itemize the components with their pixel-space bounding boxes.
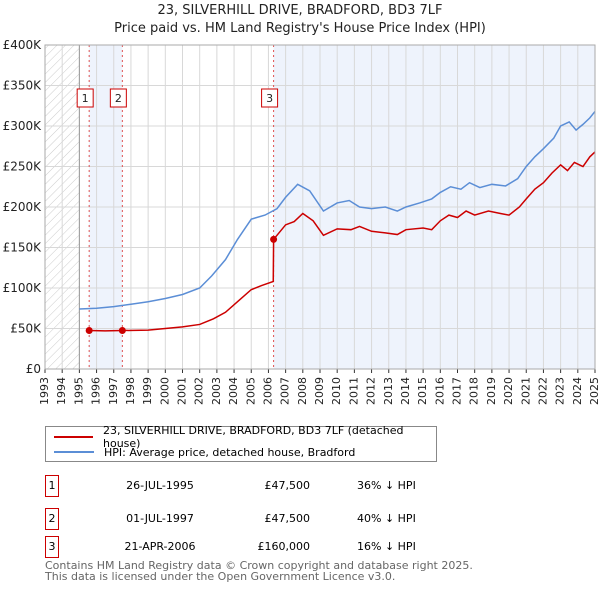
sale-date: 26-JUL-1995 bbox=[126, 479, 194, 492]
x-tick-label: 2017 bbox=[451, 377, 464, 405]
x-tick-label: 1994 bbox=[55, 377, 68, 405]
x-tick-label: 1998 bbox=[124, 377, 137, 405]
x-tick-label: 2007 bbox=[279, 377, 292, 405]
x-tick-label: 2006 bbox=[261, 377, 274, 405]
sale-point bbox=[85, 327, 93, 335]
x-tick-label: 2021 bbox=[519, 377, 532, 405]
chart-title: 23, SILVERHILL DRIVE, BRADFORD, BD3 7LF bbox=[157, 3, 443, 18]
x-tick-label: 1999 bbox=[141, 377, 154, 405]
sale-point bbox=[118, 327, 126, 335]
x-tick-label: 2010 bbox=[330, 377, 343, 405]
sale-marker: 3 bbox=[45, 536, 59, 558]
x-tick-label: 1993 bbox=[38, 377, 51, 405]
y-tick-label: £400K bbox=[3, 38, 43, 52]
sale-price: £160,000 bbox=[257, 540, 311, 553]
y-tick-label: £250K bbox=[3, 160, 43, 174]
x-tick-label: 2024 bbox=[571, 377, 584, 405]
x-tick-label: 2008 bbox=[296, 377, 309, 405]
plot-border bbox=[44, 44, 596, 370]
sale-label-box bbox=[109, 88, 127, 108]
sale-marker: 1 bbox=[45, 475, 59, 497]
x-tick-label: 2025 bbox=[588, 377, 600, 405]
sale-hpi: 16% ↓ HPI bbox=[357, 540, 416, 553]
y-tick-label: £50K bbox=[10, 322, 42, 336]
x-tick-label: 2012 bbox=[365, 377, 378, 405]
red-line-swatch bbox=[54, 436, 93, 438]
y-tick-label: £350K bbox=[3, 79, 43, 93]
x-tick-label: 2016 bbox=[433, 377, 446, 405]
x-tick-label: 2022 bbox=[536, 377, 549, 405]
y-tick-label: £100K bbox=[3, 281, 43, 295]
legend: 23, SILVERHILL DRIVE, BRADFORD, BD3 7LF … bbox=[45, 424, 437, 462]
sale-hpi: 40% ↓ HPI bbox=[357, 512, 416, 525]
x-tick-label: 2020 bbox=[502, 377, 515, 405]
sale-label: 1 bbox=[82, 92, 89, 105]
legend-item-property: 23, SILVERHILL DRIVE, BRADFORD, BD3 7LF … bbox=[54, 424, 436, 450]
chart-subtitle: Price paid vs. HM Land Registry's House … bbox=[114, 21, 486, 36]
x-tick-label: 2019 bbox=[485, 377, 498, 405]
x-tick-label: 2004 bbox=[227, 377, 240, 405]
sale-date: 21-APR-2006 bbox=[124, 540, 196, 553]
sale-price: £47,500 bbox=[264, 512, 311, 525]
x-tick-label: 1996 bbox=[90, 377, 103, 405]
price-chart: 1993 1994 1995 1996 1997 1998 1999 2000 2001 2002… bbox=[3, 38, 600, 405]
x-tick-label: 2013 bbox=[382, 377, 395, 405]
x-tick-label: 2014 bbox=[399, 377, 412, 405]
sale-label-box bbox=[76, 88, 94, 108]
sale-price: £47,500 bbox=[264, 479, 311, 492]
x-tick-label: 2009 bbox=[313, 377, 326, 405]
table-row: 1 26-JUL-1995 £47,500 36% ↓ HPI bbox=[45, 475, 445, 497]
x-tick-label: 1997 bbox=[107, 377, 120, 405]
x-tick-label: 2018 bbox=[468, 377, 481, 405]
x-tick-label: 2000 bbox=[158, 377, 171, 405]
sale-marker: 2 bbox=[45, 508, 59, 530]
x-tick-label: 1995 bbox=[72, 377, 85, 405]
sale-label: 3 bbox=[266, 92, 273, 105]
x-tick-label: 2002 bbox=[193, 377, 206, 405]
y-tick-label: £150K bbox=[3, 241, 43, 255]
y-tick-label: £300K bbox=[3, 119, 43, 133]
y-tick-label: £200K bbox=[3, 200, 43, 214]
table-row: 3 21-APR-2006 £160,000 16% ↓ HPI bbox=[45, 536, 445, 558]
table-row: 2 01-JUL-1997 £47,500 40% ↓ HPI bbox=[45, 508, 445, 530]
footer-licence: This data is licensed under the Open Gov… bbox=[45, 570, 396, 583]
blue-line-swatch bbox=[54, 451, 94, 453]
x-tick-label: 2015 bbox=[416, 377, 429, 405]
footer-copyright: Contains HM Land Registry data © Crown c… bbox=[45, 559, 473, 572]
sale-point bbox=[270, 235, 278, 243]
sale-hpi: 36% ↓ HPI bbox=[357, 479, 416, 492]
sale-date: 01-JUL-1997 bbox=[126, 512, 194, 525]
series-line bbox=[89, 151, 596, 332]
x-tick-label: 2023 bbox=[554, 377, 567, 405]
legend-item-hpi: HPI: Average price, detached house, Brad… bbox=[54, 445, 355, 459]
sale-label-box bbox=[261, 88, 279, 108]
legend-label: HPI: Average price, detached house, Brad… bbox=[104, 445, 356, 459]
legend-label: 23, SILVERHILL DRIVE, BRADFORD, BD3 7LF … bbox=[103, 424, 404, 450]
x-tick-label: 2005 bbox=[244, 377, 257, 405]
x-tick-label: 2011 bbox=[347, 377, 360, 405]
x-tick-label: 2001 bbox=[176, 377, 189, 405]
x-tick-label: 2003 bbox=[210, 377, 223, 405]
y-tick-label: £0 bbox=[26, 362, 41, 376]
series-line bbox=[79, 110, 596, 310]
sale-label: 2 bbox=[115, 92, 122, 105]
